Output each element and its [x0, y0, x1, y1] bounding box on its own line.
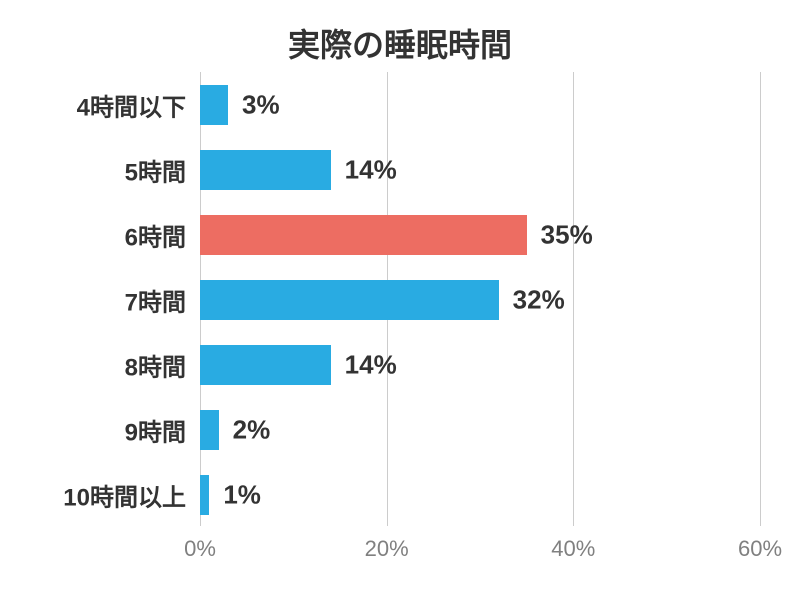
category-label: 4時間以下: [77, 87, 186, 122]
bar-row: 2%9時間: [200, 410, 760, 450]
bar-row: 32%7時間: [200, 280, 760, 320]
chart-title: 実際の睡眠時間: [0, 20, 800, 66]
bar: [200, 150, 331, 190]
bar-value-label: 14%: [345, 349, 397, 380]
bar: [200, 410, 219, 450]
bar-row: 3%4時間以下: [200, 85, 760, 125]
category-label: 8時間: [125, 347, 186, 382]
xtick-label: 60%: [738, 536, 782, 562]
bar: [200, 280, 499, 320]
bar-row: 35%6時間: [200, 215, 760, 255]
bar-value-label: 1%: [223, 479, 261, 510]
xtick-label: 0%: [184, 536, 216, 562]
bar-value-label: 3%: [242, 89, 280, 120]
bar-value-label: 2%: [233, 414, 271, 445]
bar-value-label: 14%: [345, 154, 397, 185]
bar-value-label: 32%: [513, 284, 565, 315]
bar-row: 14%8時間: [200, 345, 760, 385]
xtick-label: 40%: [551, 536, 595, 562]
bar: [200, 345, 331, 385]
category-label: 9時間: [125, 412, 186, 447]
category-label: 5時間: [125, 152, 186, 187]
plot-area: 0%20%40%60%3%4時間以下14%5時間35%6時間32%7時間14%8…: [200, 72, 760, 526]
category-label: 7時間: [125, 282, 186, 317]
category-label: 10時間以上: [63, 477, 186, 512]
xtick-label: 20%: [365, 536, 409, 562]
bar: [200, 215, 527, 255]
bar-row: 1%10時間以上: [200, 475, 760, 515]
bar-row: 14%5時間: [200, 150, 760, 190]
bar-value-label: 35%: [541, 219, 593, 250]
category-label: 6時間: [125, 217, 186, 252]
bar: [200, 85, 228, 125]
bar: [200, 475, 209, 515]
gridline: [760, 72, 761, 526]
